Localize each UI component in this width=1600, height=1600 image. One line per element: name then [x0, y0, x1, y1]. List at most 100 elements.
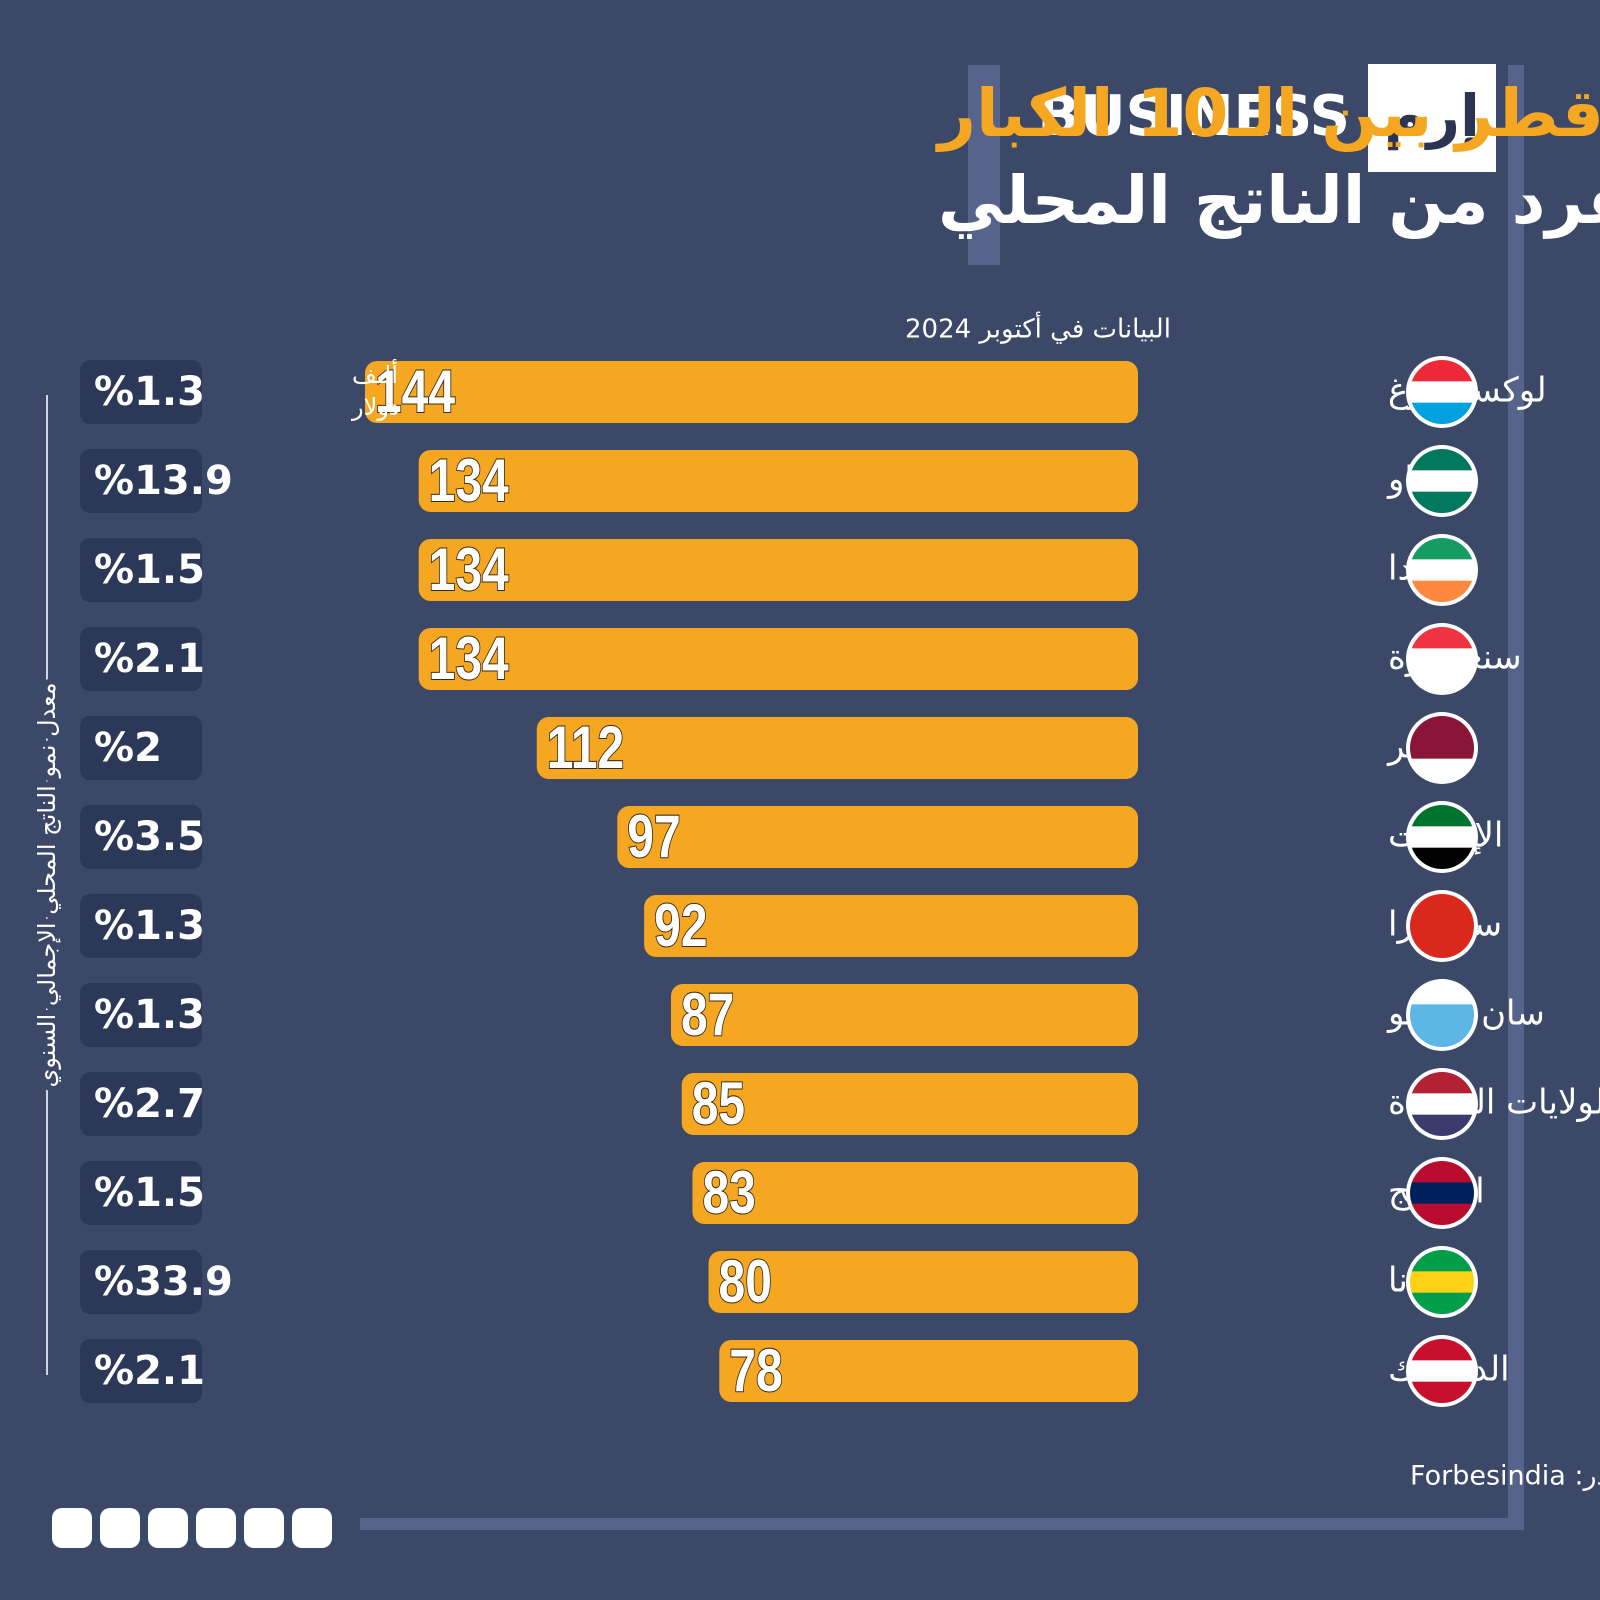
value-label: 83 — [702, 1159, 755, 1226]
flag-stripe — [1410, 1114, 1474, 1136]
logo: إرم — [1384, 82, 1480, 151]
value-label: 134 — [429, 625, 509, 692]
source: المصدر: Forbesindia — [1410, 1461, 1600, 1492]
value-label: 97 — [627, 803, 680, 870]
flag — [1406, 979, 1478, 1051]
flag — [1406, 445, 1478, 517]
bar — [418, 450, 1138, 512]
bar — [418, 539, 1138, 601]
flag-stripe — [1410, 826, 1474, 849]
growth-label: %13.9 — [94, 458, 233, 504]
flag-stripe — [1410, 402, 1474, 424]
flag — [1406, 623, 1478, 695]
flag-stripe — [1410, 716, 1474, 739]
flag — [1406, 1246, 1478, 1318]
growth-pill — [80, 1161, 202, 1225]
flag-stripe — [1410, 1025, 1474, 1047]
growth-pill — [80, 449, 202, 513]
value-label: 80 — [719, 1248, 772, 1315]
flag-stripe — [1410, 360, 1474, 383]
flag-stripe — [1410, 936, 1474, 958]
flag-stripe — [1410, 470, 1474, 493]
bar — [670, 984, 1138, 1046]
value-label: 144 — [375, 358, 455, 425]
growth-label: %2.7 — [94, 1081, 205, 1127]
growth-label: %1.3 — [94, 369, 205, 415]
separator — [968, 65, 1000, 265]
frame-bottom — [360, 1518, 1524, 1530]
frame-right — [1508, 65, 1524, 1525]
flag-stripe — [1410, 491, 1474, 513]
subtitle: بحصة الفرد من الناتج المحلي — [938, 162, 1600, 239]
bar — [365, 361, 1138, 423]
flag-stripe — [1410, 1093, 1474, 1116]
flag-stripe — [1410, 1161, 1474, 1184]
value-label: 78 — [729, 1337, 782, 1404]
growth-label: %3.5 — [94, 814, 205, 860]
flag-stripe — [1410, 983, 1474, 1006]
growth-pill — [80, 983, 202, 1047]
bar — [536, 717, 1138, 779]
flag-stripe — [1410, 538, 1474, 561]
value-label: 85 — [692, 1070, 745, 1137]
flag-stripe — [1410, 915, 1474, 938]
growth-pill — [80, 360, 202, 424]
flag — [1406, 1068, 1478, 1140]
bar — [617, 806, 1138, 868]
growth-label: %1.3 — [94, 903, 205, 949]
flag-stripe — [1410, 559, 1474, 582]
flag-stripe — [1410, 627, 1474, 650]
bar — [681, 1073, 1138, 1135]
bar — [644, 895, 1138, 957]
flag-stripe — [1410, 1360, 1474, 1383]
value-label: 134 — [429, 536, 509, 603]
flag-stripe — [1410, 1339, 1474, 1362]
flag-stripe — [1410, 758, 1474, 780]
flag-stripe — [1410, 1271, 1474, 1294]
bar — [708, 1251, 1138, 1313]
growth-label: %2.1 — [94, 1348, 205, 1394]
growth-pill — [80, 1339, 202, 1403]
flag-stripe — [1410, 847, 1474, 869]
growth-pill — [80, 894, 202, 958]
flag — [1406, 356, 1478, 428]
flag-stripe — [1410, 1203, 1474, 1225]
flag — [1406, 890, 1478, 962]
growth-pill — [80, 538, 202, 602]
growth-label: %33.9 — [94, 1259, 233, 1305]
flag-stripe — [1410, 1250, 1474, 1273]
bar — [418, 628, 1138, 690]
flag-stripe — [1410, 1292, 1474, 1314]
flag — [1406, 1157, 1478, 1229]
unit-label: دولار — [351, 393, 400, 421]
side-label: معدل نمو الناتج المحلي الإجمالي السنوي — [33, 682, 61, 1087]
growth-label: %2.1 — [94, 636, 205, 682]
flag-stripe — [1410, 1004, 1474, 1027]
flag-stripe — [1410, 805, 1474, 828]
growth-pill — [80, 627, 202, 691]
flag — [1406, 534, 1478, 606]
value-label: 92 — [654, 892, 707, 959]
growth-label: %1.5 — [94, 547, 205, 593]
social-icons — [52, 1508, 332, 1548]
logo-box — [1368, 64, 1496, 172]
growth-pill — [80, 1250, 202, 1314]
flag-stripe — [1410, 1182, 1474, 1205]
title: الإمارات وقطر بين الـ10 الكبار — [935, 75, 1600, 153]
value-label: 134 — [429, 447, 509, 514]
flag — [1406, 801, 1478, 873]
bar — [719, 1340, 1138, 1402]
growth-label: %1.5 — [94, 1170, 205, 1216]
flag-stripe — [1410, 737, 1474, 760]
value-label: 87 — [681, 981, 734, 1048]
value-label: 112 — [547, 714, 624, 781]
growth-pill — [80, 1072, 202, 1136]
flag-stripe — [1410, 1381, 1474, 1403]
growth-label: %2 — [94, 725, 162, 771]
brand: BUSINESS — [1037, 84, 1350, 149]
growth-label: %1.3 — [94, 992, 205, 1038]
flag-stripe — [1410, 669, 1474, 691]
note: البيانات في أكتوبر 2024 — [905, 311, 1171, 345]
